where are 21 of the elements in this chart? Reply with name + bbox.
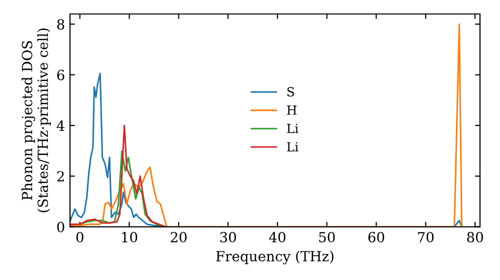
legend-label: Li xyxy=(287,142,298,152)
x-tick-label: 0 xyxy=(76,232,84,242)
y-tick-label: 4 xyxy=(56,120,64,131)
y-tick-label: 0 xyxy=(57,222,64,232)
x-tick-label: 10 xyxy=(122,232,138,242)
x-axis-title: Frequency (THz) xyxy=(216,250,334,264)
legend-label: Li xyxy=(287,124,298,134)
legend-label: S xyxy=(287,87,294,97)
x-tick-label: 50 xyxy=(319,232,335,242)
legend-label: H xyxy=(287,106,297,115)
x-tick-label: 20 xyxy=(170,232,187,242)
y-tick-label: 6 xyxy=(57,70,64,80)
y-tick-label: 2 xyxy=(57,171,64,182)
x-tick-label: 80 xyxy=(467,232,483,242)
y-axis-title: Phonon projected DOS (States/THz·primitive cell) xyxy=(22,28,51,212)
x-tick-label: 40 xyxy=(269,232,286,242)
x-tick-label: 70 xyxy=(418,232,434,242)
y-tick-label: 8 xyxy=(57,19,64,30)
x-tick-label: 30 xyxy=(220,232,236,242)
line-series xyxy=(70,124,166,227)
x-tick-label: 60 xyxy=(368,232,384,242)
